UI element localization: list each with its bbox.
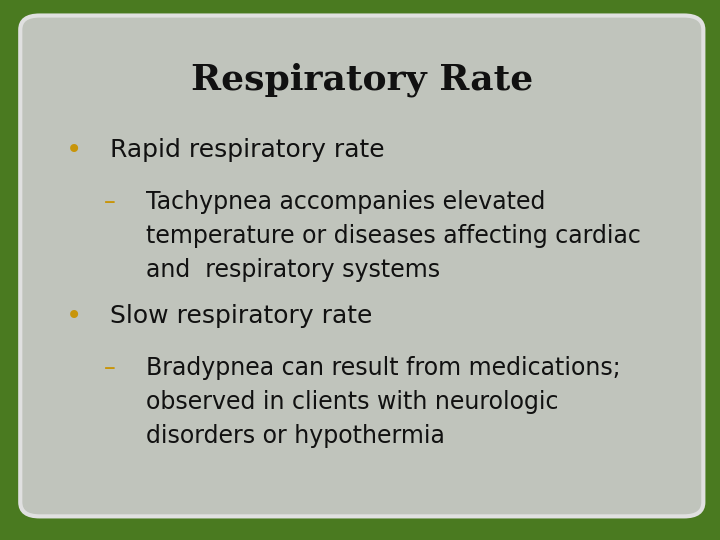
- Text: Rapid respiratory rate: Rapid respiratory rate: [110, 138, 385, 162]
- Text: Bradypnea can result from medications;: Bradypnea can result from medications;: [146, 355, 621, 380]
- Text: Respiratory Rate: Respiratory Rate: [191, 62, 533, 97]
- Text: disorders or hypothermia: disorders or hypothermia: [146, 423, 445, 448]
- Text: •: •: [66, 301, 81, 329]
- Text: –: –: [104, 190, 116, 214]
- Text: temperature or diseases affecting cardiac: temperature or diseases affecting cardia…: [146, 224, 641, 248]
- Text: •: •: [66, 136, 81, 164]
- Text: and  respiratory systems: and respiratory systems: [146, 258, 440, 282]
- FancyBboxPatch shape: [20, 16, 703, 516]
- Text: –: –: [104, 355, 116, 380]
- Text: Tachypnea accompanies elevated: Tachypnea accompanies elevated: [146, 190, 545, 214]
- Text: Slow respiratory rate: Slow respiratory rate: [110, 303, 373, 328]
- Text: observed in clients with neurologic: observed in clients with neurologic: [146, 389, 559, 414]
